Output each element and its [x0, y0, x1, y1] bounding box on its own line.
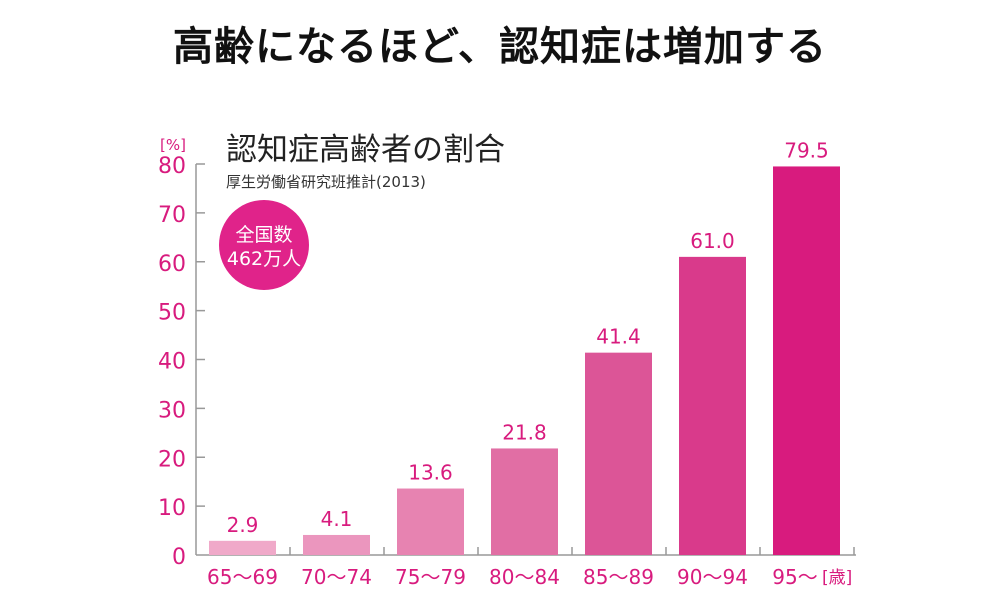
total-badge: 全国数 462万人 — [219, 200, 309, 290]
badge-line1: 全国数 — [235, 224, 292, 246]
x-axis-unit: [歳] — [822, 568, 852, 588]
x-tick-label: 80〜84 — [489, 565, 560, 589]
data-label: 61.0 — [690, 229, 735, 253]
bar-90〜94 — [679, 256, 746, 555]
data-label: 21.8 — [502, 420, 547, 444]
data-label: 4.1 — [321, 507, 353, 531]
y-tick-label: 80 — [158, 154, 186, 179]
bar-65〜69 — [209, 540, 276, 555]
y-tick-label: 40 — [158, 350, 186, 375]
y-tick-label: 10 — [158, 496, 186, 521]
data-label: 2.9 — [227, 513, 259, 537]
x-tick-label: 75〜79 — [395, 565, 466, 589]
bar-85〜89 — [585, 352, 652, 555]
chart-title: 認知症高齢者の割合 — [226, 132, 505, 168]
chart-subtitle: 厚生労働省研究班推計(2013) — [226, 173, 426, 191]
y-tick-label: 20 — [158, 447, 186, 472]
bar-75〜79 — [397, 488, 464, 555]
x-tick-label: 70〜74 — [301, 565, 372, 589]
badge-line2: 462万人 — [227, 248, 301, 270]
x-tick-label: 95〜 — [772, 565, 817, 589]
headline: 高齢になるほど、認知症は増加する — [173, 24, 827, 70]
y-tick-label: 0 — [172, 545, 186, 570]
x-tick-label: 90〜94 — [677, 565, 748, 589]
y-tick-label: 70 — [158, 203, 186, 228]
y-tick-label: 60 — [158, 252, 186, 277]
bar-70〜74 — [303, 534, 370, 555]
data-label: 41.4 — [596, 325, 641, 349]
bar-95〜 — [773, 166, 840, 555]
data-label: 13.6 — [408, 461, 453, 485]
y-axis-unit: [%] — [160, 136, 186, 154]
data-label: 79.5 — [784, 138, 829, 162]
bar-80〜84 — [491, 448, 558, 555]
x-tick-label: 65〜69 — [207, 565, 278, 589]
badge-circle — [219, 200, 309, 290]
y-tick-label: 30 — [158, 398, 186, 423]
y-tick-label: 50 — [158, 301, 186, 326]
x-tick-label: 85〜89 — [583, 565, 654, 589]
